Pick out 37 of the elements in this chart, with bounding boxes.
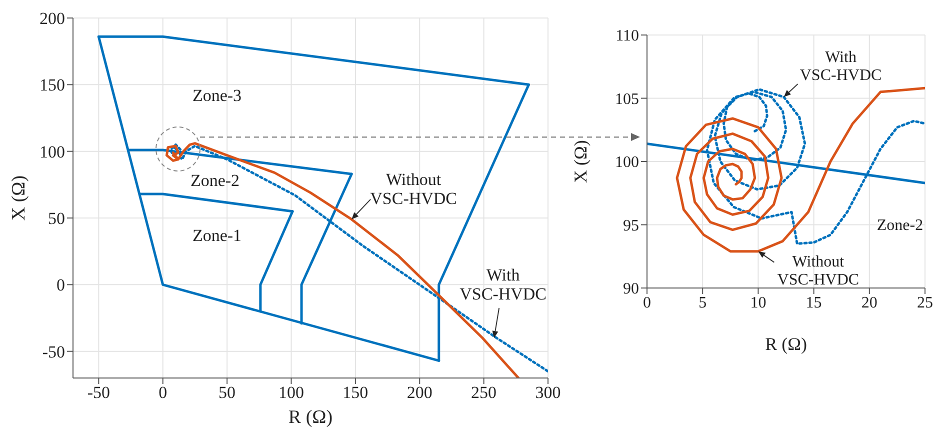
y-tick-label: 110 — [616, 28, 639, 45]
y-tick-label: 100 — [40, 142, 65, 162]
x-tick-label: 5 — [698, 294, 707, 312]
x-tick-label: 200 — [406, 383, 432, 402]
y-tick-label: 200 — [40, 9, 65, 28]
y-axis-title: X (Ω) — [8, 175, 30, 221]
y-tick-label: 100 — [615, 154, 639, 172]
y-tick-label: 95 — [623, 217, 639, 234]
y-tick-label: 50 — [48, 209, 65, 228]
y-tick-label: 150 — [40, 76, 65, 95]
annotation: With VSC-HVDC — [800, 48, 882, 84]
x-tick-label: 250 — [471, 383, 497, 402]
y-tick-label: 0 — [56, 276, 65, 295]
annotation: Zone-3 — [192, 86, 242, 105]
y-tick-label: 105 — [615, 90, 639, 108]
x-tick-label: 0 — [158, 383, 168, 402]
x-tick-label: 20 — [861, 294, 878, 312]
x-axis-title: R (Ω) — [288, 407, 333, 428]
x-tick-label: 0 — [643, 294, 651, 312]
x-tick-label: 10 — [750, 294, 766, 312]
x-tick-label: 300 — [535, 383, 561, 402]
x-axis-title: R (Ω) — [765, 334, 807, 354]
annotation: Zone-1 — [192, 226, 242, 245]
annotation: Without VSC-HVDC — [777, 252, 860, 288]
x-tick-label: 100 — [278, 383, 304, 402]
y-tick-label: -50 — [42, 342, 65, 362]
x-tick-label: 25 — [917, 294, 933, 312]
annotation: Zone-2 — [876, 216, 924, 234]
y-axis-title: X (Ω) — [570, 140, 590, 183]
y-tick-label: 90 — [623, 280, 639, 298]
x-tick-label: 150 — [342, 383, 368, 402]
annotation: Zone-2 — [190, 170, 240, 190]
x-tick-label: 50 — [218, 383, 236, 402]
x-tick-label: -50 — [87, 383, 110, 402]
annotation: With VSC-HVDC — [460, 265, 547, 304]
x-tick-label: 15 — [806, 294, 822, 312]
annotation: Without VSC-HVDC — [370, 170, 458, 208]
